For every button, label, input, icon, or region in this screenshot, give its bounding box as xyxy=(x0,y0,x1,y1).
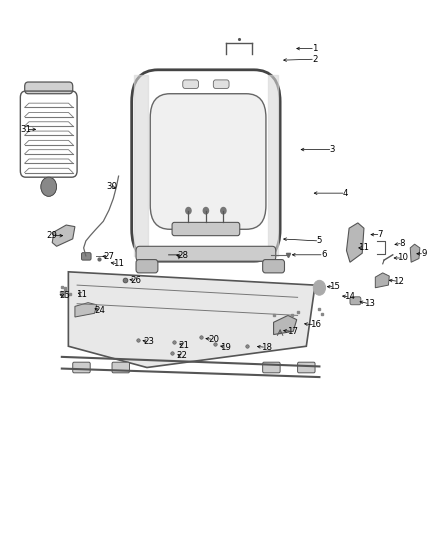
FancyBboxPatch shape xyxy=(81,253,91,260)
Text: 20: 20 xyxy=(208,335,219,344)
FancyBboxPatch shape xyxy=(213,80,229,88)
Text: 3: 3 xyxy=(330,145,335,154)
FancyBboxPatch shape xyxy=(136,246,276,261)
Text: 15: 15 xyxy=(329,282,340,291)
Polygon shape xyxy=(274,316,297,335)
Text: 31: 31 xyxy=(21,125,32,134)
Text: 24: 24 xyxy=(95,305,106,314)
Polygon shape xyxy=(375,273,389,288)
FancyBboxPatch shape xyxy=(263,362,280,373)
Text: 13: 13 xyxy=(364,299,375,308)
FancyBboxPatch shape xyxy=(136,260,158,273)
Circle shape xyxy=(203,207,208,214)
Text: 16: 16 xyxy=(310,320,321,329)
Text: 10: 10 xyxy=(397,254,408,262)
FancyBboxPatch shape xyxy=(150,94,266,229)
Text: 11: 11 xyxy=(357,244,369,253)
Text: 27: 27 xyxy=(103,253,114,261)
Text: 2: 2 xyxy=(312,55,318,63)
Text: 29: 29 xyxy=(47,231,58,240)
Text: 12: 12 xyxy=(393,277,404,286)
Text: 11: 11 xyxy=(113,260,124,268)
Text: 17: 17 xyxy=(287,327,298,336)
FancyBboxPatch shape xyxy=(183,80,198,88)
FancyBboxPatch shape xyxy=(350,297,361,305)
Text: 22: 22 xyxy=(177,351,187,360)
Text: 28: 28 xyxy=(178,252,189,260)
Text: 6: 6 xyxy=(321,251,327,260)
FancyBboxPatch shape xyxy=(25,82,73,94)
Text: 8: 8 xyxy=(399,239,405,248)
Polygon shape xyxy=(68,272,315,368)
Polygon shape xyxy=(346,223,364,262)
Text: 18: 18 xyxy=(261,343,272,352)
FancyBboxPatch shape xyxy=(172,222,240,236)
FancyBboxPatch shape xyxy=(263,260,285,273)
Text: 19: 19 xyxy=(220,343,231,352)
Text: 26: 26 xyxy=(131,276,141,285)
Text: 7: 7 xyxy=(378,230,383,239)
Polygon shape xyxy=(75,303,97,317)
Text: 1: 1 xyxy=(312,44,318,53)
Text: 9: 9 xyxy=(421,249,427,259)
Text: 14: 14 xyxy=(344,292,356,301)
Text: 11: 11 xyxy=(76,289,87,298)
Polygon shape xyxy=(410,244,420,262)
Circle shape xyxy=(41,177,57,196)
Text: 30: 30 xyxy=(106,182,117,191)
Circle shape xyxy=(186,207,191,214)
Text: 23: 23 xyxy=(144,337,155,346)
FancyBboxPatch shape xyxy=(112,362,130,373)
Circle shape xyxy=(221,207,226,214)
Text: 4: 4 xyxy=(343,189,348,198)
FancyBboxPatch shape xyxy=(297,362,315,373)
Circle shape xyxy=(313,280,325,295)
Text: 21: 21 xyxy=(179,341,190,350)
Polygon shape xyxy=(52,225,75,246)
Text: 5: 5 xyxy=(317,237,322,246)
FancyBboxPatch shape xyxy=(73,362,90,373)
Text: 25: 25 xyxy=(60,291,71,300)
